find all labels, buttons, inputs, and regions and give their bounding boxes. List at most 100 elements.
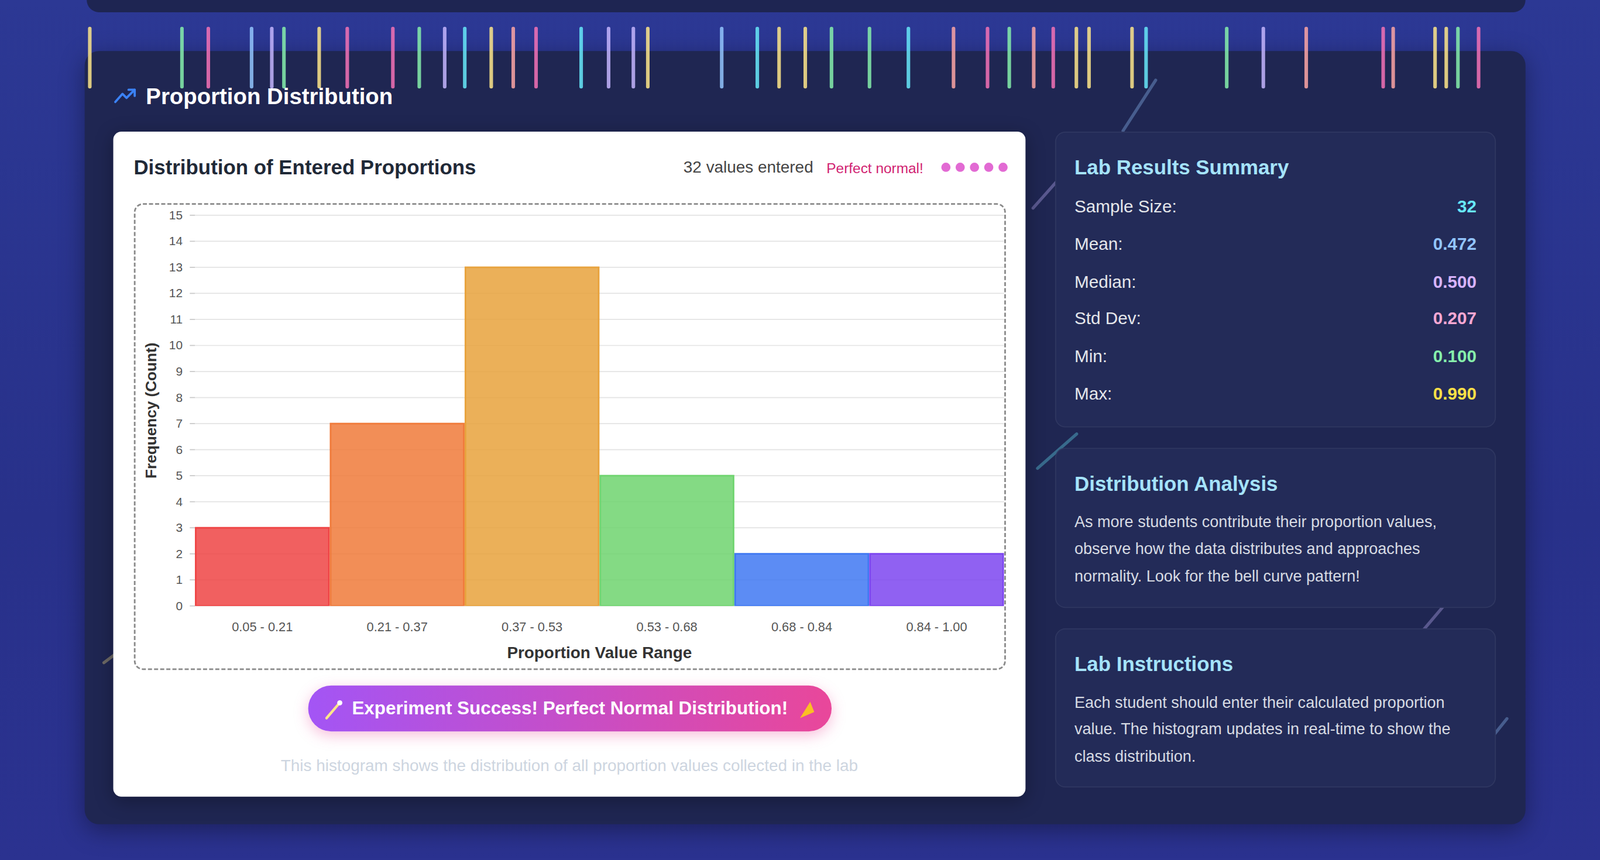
summary-value: 0.100	[1272, 345, 1477, 369]
x-tick-label: 0.84 - 1.00	[905, 619, 967, 635]
banner-sparkles	[324, 698, 819, 721]
confetti-streak	[1032, 181, 1057, 208]
grid-line	[194, 214, 1005, 216]
glow-line	[906, 28, 911, 87]
y-tick	[189, 345, 195, 347]
status-dot	[969, 162, 980, 173]
summary-label: Sample Size:	[1074, 196, 1177, 219]
status-text: Perfect normal!	[826, 158, 924, 179]
glow-line	[180, 28, 184, 87]
y-tick-label: 13	[169, 260, 183, 274]
y-tick	[189, 397, 195, 399]
y-tick	[189, 475, 195, 477]
x-tick-label: 0.53 - 0.68	[636, 619, 698, 635]
glow-line	[1391, 28, 1396, 87]
glow-line	[206, 28, 211, 87]
y-tick-label: 14	[169, 234, 184, 248]
glow-line	[1381, 28, 1385, 87]
instructions-text: Each student should enter their calculat…	[1074, 689, 1481, 771]
bar	[195, 527, 329, 607]
grid-line	[194, 318, 1005, 321]
glow-line	[985, 28, 990, 87]
x-tick-label: 0.21 - 0.37	[366, 619, 428, 635]
y-tick	[189, 605, 195, 607]
grid-line	[194, 397, 1005, 399]
glow-line	[1074, 28, 1078, 87]
glow-line	[646, 28, 650, 87]
y-tick	[189, 318, 195, 321]
grid-line	[194, 371, 1005, 373]
y-tick	[189, 266, 195, 269]
y-tick	[189, 553, 195, 555]
glow-line	[462, 28, 467, 87]
grid-line	[194, 241, 1005, 243]
summary-value: 0.472	[1272, 233, 1477, 256]
grid-line	[194, 449, 1005, 451]
glow-line	[1144, 28, 1148, 87]
trend-line	[115, 89, 135, 102]
y-tick-label: 7	[175, 416, 183, 431]
bar	[735, 554, 869, 607]
y-tick-label: 3	[175, 520, 183, 535]
summary-label: Std Dev:	[1074, 308, 1142, 331]
y-tick-label: 1	[175, 572, 183, 587]
y-tick-label: 9	[175, 364, 183, 379]
glow-line	[1444, 28, 1448, 87]
grid-line	[194, 423, 1005, 425]
trend-icon	[114, 87, 137, 105]
summary-label: Mean:	[1074, 233, 1123, 256]
summary-value: 0.500	[1272, 271, 1477, 294]
summary-value: 32	[1272, 196, 1477, 219]
x-tick-label: 0.05 - 0.21	[231, 619, 293, 635]
glow-line	[579, 28, 583, 87]
summary-label: Median:	[1074, 271, 1136, 294]
y-tick-label: 2	[175, 547, 183, 561]
chart-title: Distribution of Entered Proportions	[133, 153, 476, 181]
section-title: Proportion Distribution	[145, 81, 393, 112]
y-tick-label: 0	[175, 599, 183, 613]
banner-text: Experiment Success! Perfect Normal Distr…	[308, 685, 832, 732]
glow-line	[1456, 28, 1460, 87]
glow-line	[803, 28, 808, 87]
glow-line	[269, 28, 274, 87]
wand-star	[337, 700, 343, 706]
x-tick-label: 0.68 - 0.84	[771, 619, 833, 635]
glow-line	[1051, 28, 1056, 87]
glow-line	[777, 28, 781, 87]
grid-line	[194, 293, 1005, 295]
summary-label: Max:	[1074, 383, 1112, 407]
glow-line	[511, 28, 515, 87]
glow-line	[1433, 28, 1437, 87]
status-dot	[941, 162, 951, 173]
bar	[870, 554, 1004, 607]
stage: Proportion Distribution Distribution of E…	[0, 0, 1600, 860]
summary-value: 0.207	[1272, 308, 1477, 331]
bar	[330, 423, 465, 607]
y-tick	[189, 371, 195, 373]
top-panel	[86, 0, 1526, 13]
glow-line	[1130, 28, 1134, 87]
glow-line	[951, 28, 956, 87]
glow-line	[489, 28, 493, 87]
status-dot	[955, 162, 966, 173]
y-axis-title: Frequency (Count)	[142, 342, 160, 479]
y-tick	[189, 579, 195, 581]
y-tick	[189, 501, 195, 503]
bar	[600, 475, 734, 607]
y-tick	[189, 241, 195, 243]
instructions-title: Lab Instructions	[1074, 650, 1234, 678]
histogram: 01234567891011121314150.05 - 0.210.21 - …	[133, 203, 1006, 671]
summary-label: Min:	[1074, 345, 1108, 369]
status-dots	[938, 160, 1011, 175]
party-cone	[800, 702, 815, 719]
glow-line	[534, 28, 538, 87]
y-tick-label: 15	[169, 208, 183, 222]
glow-line	[87, 28, 92, 87]
glow-line	[829, 28, 834, 87]
glow-line	[1087, 28, 1091, 87]
y-tick-label: 8	[175, 390, 183, 405]
glow-line	[719, 28, 724, 87]
bar	[465, 267, 599, 607]
glow-line	[1031, 28, 1036, 87]
glow-line	[755, 28, 760, 87]
